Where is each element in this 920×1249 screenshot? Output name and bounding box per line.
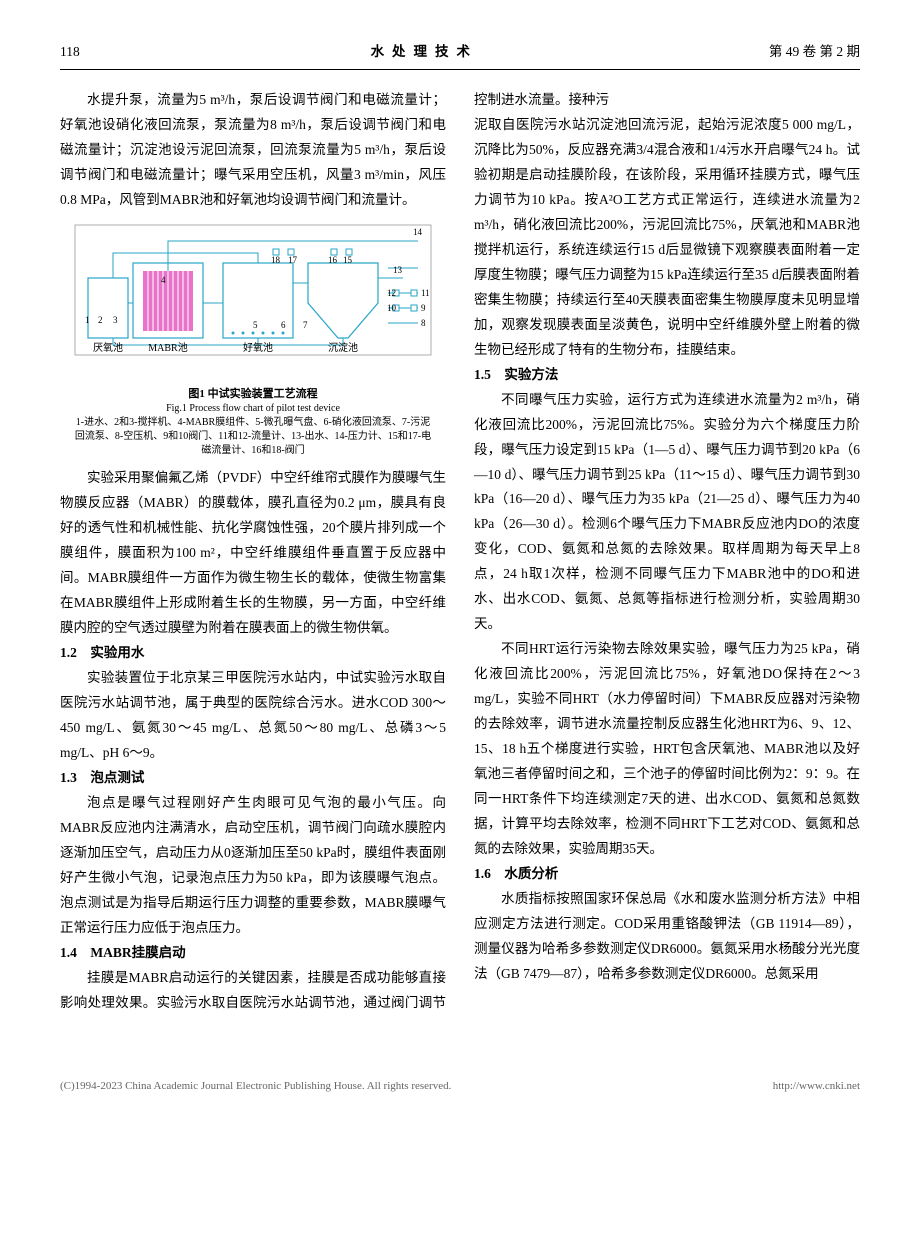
svg-text:8: 8 (421, 318, 426, 328)
paragraph: 实验采用聚偏氟乙烯（PVDF）中空纤维帘式膜作为膜曝气生物膜反应器（MABR）的… (60, 466, 446, 641)
svg-text:1: 1 (85, 315, 90, 325)
section-heading: 1.5 实验方法 (474, 363, 860, 388)
body-columns: 水提升泵，流量为5 m³/h，泵后设调节阀门和电磁流量计；好氧池设硝化液回流泵，… (60, 88, 860, 1016)
paragraph: 不同HRT运行污染物去除效果实验，曝气压力为25 kPa，硝化液回流比200%，… (474, 637, 860, 862)
svg-text:MABR池: MABR池 (148, 341, 187, 354)
section-heading: 1.3 泡点测试 (60, 766, 446, 791)
svg-text:16: 16 (328, 255, 338, 265)
svg-text:3: 3 (113, 315, 118, 325)
journal-title: 水处理技术 (371, 40, 479, 65)
page-header: 118 水处理技术 第 49 卷 第 2 期 (60, 40, 860, 70)
svg-text:5: 5 (253, 320, 258, 330)
process-flow-diagram: 1 2 3 4 5 6 7 8 9 10 11 12 13 14 15 16 1… (73, 223, 433, 373)
svg-text:4: 4 (161, 275, 166, 285)
page-number: 118 (60, 40, 80, 65)
page-footer: (C)1994-2023 China Academic Journal Elec… (60, 1076, 860, 1096)
paragraph: 水提升泵，流量为5 m³/h，泵后设调节阀门和电磁流量计；好氧池设硝化液回流泵，… (60, 88, 446, 213)
svg-text:厌氧池: 厌氧池 (93, 341, 123, 354)
source-url: http://www.cnki.net (773, 1076, 860, 1096)
section-heading: 1.6 水质分析 (474, 862, 860, 887)
figure-caption-en: Fig.1 Process flow chart of pilot test d… (60, 402, 446, 416)
svg-text:18: 18 (271, 255, 281, 265)
svg-text:14: 14 (413, 227, 423, 237)
svg-text:6: 6 (281, 320, 286, 330)
paragraph: 泡点是曝气过程刚好产生肉眼可见气泡的最小气压。向MABR反应池内注满清水，启动空… (60, 791, 446, 941)
svg-text:17: 17 (288, 255, 298, 265)
figure-1: 1 2 3 4 5 6 7 8 9 10 11 12 13 14 15 16 1… (60, 223, 446, 458)
paragraph: 水质指标按照国家环保总局《水和废水监测分析方法》中相应测定方法进行测定。COD采… (474, 887, 860, 987)
paragraph: 不同曝气压力实验，运行方式为连续进水流量为2 m³/h，硝化液回流比200%，污… (474, 388, 860, 638)
svg-text:10: 10 (387, 303, 397, 313)
svg-text:好氧池: 好氧池 (243, 341, 273, 354)
volume-issue: 第 49 卷 第 2 期 (769, 40, 860, 65)
svg-text:2: 2 (98, 315, 103, 325)
section-heading: 1.2 实验用水 (60, 641, 446, 666)
figure-parts-list: 1-进水、2和3-搅拌机、4-MABR膜组件、5-微孔曝气盘、6-硝化液回流泵、… (73, 416, 433, 458)
figure-caption-cn: 图1 中试实验装置工艺流程 (60, 386, 446, 403)
section-heading: 1.4 MABR挂膜启动 (60, 941, 446, 966)
svg-text:12: 12 (387, 288, 396, 298)
svg-text:9: 9 (421, 303, 426, 313)
svg-text:11: 11 (421, 288, 430, 298)
svg-text:13: 13 (393, 265, 403, 275)
svg-text:15: 15 (343, 255, 353, 265)
copyright-text: (C)1994-2023 China Academic Journal Elec… (60, 1076, 451, 1096)
svg-text:7: 7 (303, 320, 308, 330)
paragraph: 实验装置位于北京某三甲医院污水站内，中试实验污水取自医院污水站调节池，属于典型的… (60, 666, 446, 766)
svg-text:沉淀池: 沉淀池 (328, 341, 358, 354)
paragraph: 泥取自医院污水站沉淀池回流污泥，起始污泥浓度5 000 mg/L，沉降比为50%… (474, 113, 860, 363)
